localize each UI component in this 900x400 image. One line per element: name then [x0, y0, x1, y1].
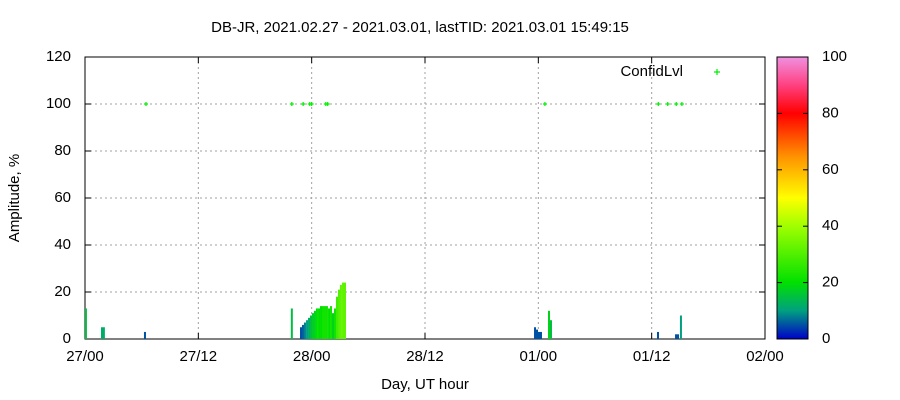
point: [542, 102, 547, 106]
bar: [310, 315, 313, 339]
bar: [328, 308, 331, 339]
point: [144, 102, 149, 106]
bar: [290, 308, 293, 339]
bar: [323, 306, 326, 339]
bar: [303, 322, 306, 339]
bar: [322, 306, 324, 339]
bar: [102, 327, 105, 339]
bar: [313, 310, 316, 339]
x-tick-label: 02/00: [746, 348, 784, 365]
point: [309, 102, 314, 106]
bar: [656, 331, 659, 339]
x-tick-label: 01/00: [520, 348, 558, 365]
x-tick-label: 01/12: [633, 348, 671, 365]
bar: [301, 324, 304, 339]
legend-marker: [714, 69, 720, 75]
y-tick-label: 0: [63, 330, 71, 347]
bar: [320, 306, 323, 339]
bar: [311, 313, 314, 339]
y-tick-label: 60: [54, 189, 71, 206]
bar: [299, 327, 302, 339]
y-tick-label: 20: [54, 283, 71, 300]
colorbar-tick-label: 80: [822, 104, 839, 121]
bar: [315, 308, 318, 339]
bar: [534, 327, 537, 339]
bar: [539, 331, 542, 339]
bar: [548, 310, 551, 339]
bar: [333, 308, 336, 339]
colorbar: [776, 56, 809, 340]
colorbar-tick-label: 0: [822, 330, 830, 347]
bar: [344, 282, 347, 339]
bar: [536, 329, 539, 339]
bar: [84, 308, 87, 339]
bar: [101, 327, 103, 339]
bar: [143, 331, 146, 339]
point: [679, 102, 684, 106]
bar: [332, 313, 335, 339]
bar: [679, 315, 682, 339]
point: [325, 102, 330, 106]
point: [674, 102, 679, 106]
legend-label: ConfidLvl: [620, 63, 683, 80]
bar: [342, 282, 345, 339]
x-tick-label: 28/12: [406, 348, 444, 365]
x-tick-label: 27/00: [66, 348, 104, 365]
chart-title: DB-JR, 2021.02.27 - 2021.03.01, lastTID:…: [211, 19, 629, 36]
bar: [308, 317, 311, 339]
point: [301, 102, 306, 106]
bar: [675, 334, 678, 339]
point: [656, 102, 661, 106]
bar: [549, 320, 552, 339]
bar: [335, 296, 338, 339]
colorbar-tick-label: 60: [822, 161, 839, 178]
colorbar-tick-label: 100: [822, 48, 847, 65]
colorbar-tick-label: 20: [822, 274, 839, 291]
bar: [677, 334, 680, 339]
y-tick-label: 120: [46, 48, 71, 65]
bar: [337, 289, 340, 339]
bar: [325, 306, 328, 339]
colorbar-tick-label: 40: [822, 217, 839, 234]
x-tick-label: 27/12: [180, 348, 218, 365]
x-tick-label: 28/00: [293, 348, 331, 365]
point: [289, 102, 294, 106]
bar: [330, 306, 333, 339]
x-axis-label: Day, UT hour: [381, 376, 469, 393]
bar: [537, 331, 540, 339]
y-tick-label: 100: [46, 95, 71, 112]
bar: [318, 308, 321, 339]
bar: [339, 284, 342, 339]
y-axis-label: Amplitude, %: [6, 154, 23, 242]
point: [665, 102, 670, 106]
bar: [306, 320, 309, 339]
y-tick-label: 40: [54, 236, 71, 253]
y-tick-label: 80: [54, 142, 71, 159]
